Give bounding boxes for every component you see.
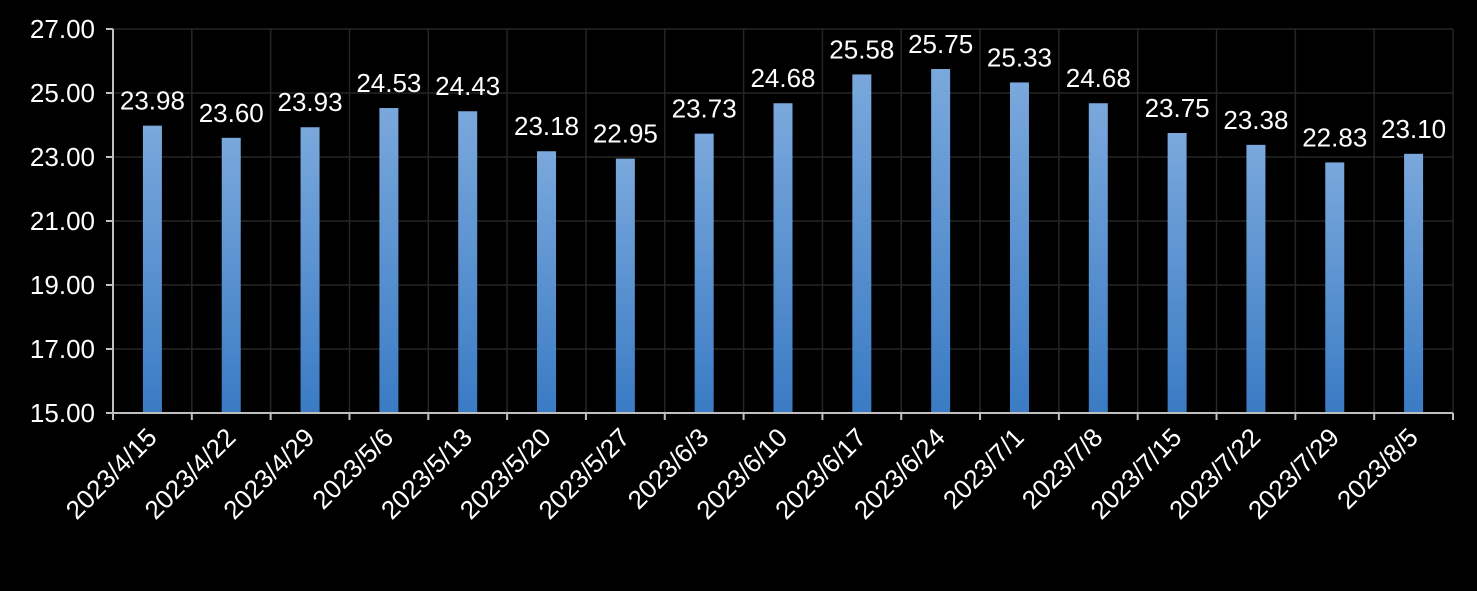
y-tick-label: 23.00 — [30, 142, 95, 172]
bar — [142, 125, 162, 413]
y-tick-label: 15.00 — [30, 398, 95, 428]
data-label: 22.95 — [593, 119, 658, 149]
data-labels: 23.98 23.60 23.93 24.53 24.43 23.18 22.95 23.73… — [120, 29, 1446, 152]
bar — [300, 127, 320, 414]
data-label: 25.58 — [829, 34, 894, 64]
y-tick-labels: 15.00 17.00 19.00 21.00 23.00 25.00 27.00 — [30, 14, 95, 428]
bar — [537, 151, 557, 414]
y-tick-label: 19.00 — [30, 270, 95, 300]
data-label: 25.75 — [908, 29, 973, 59]
data-label: 23.73 — [672, 94, 737, 124]
gridlines — [113, 28, 1454, 413]
data-label: 23.98 — [120, 86, 185, 116]
data-label: 24.43 — [435, 71, 500, 101]
data-label: 25.33 — [987, 42, 1052, 72]
bar — [931, 69, 951, 413]
bar — [1167, 133, 1187, 413]
bar — [1325, 162, 1345, 413]
x-tick-labels: 2023/4/152023/4/222023/4/292023/5/62023/… — [60, 422, 1424, 525]
bar — [1009, 82, 1029, 413]
data-label: 23.38 — [1223, 105, 1288, 135]
bars — [142, 69, 1424, 414]
bar — [852, 74, 872, 413]
bar — [1246, 144, 1266, 413]
bar — [458, 111, 478, 414]
data-label: 22.83 — [1302, 122, 1367, 152]
bar — [694, 133, 714, 413]
data-label: 24.53 — [356, 68, 421, 98]
bar — [1404, 153, 1424, 414]
bar — [221, 137, 241, 414]
data-label: 24.68 — [750, 63, 815, 93]
bar — [1088, 103, 1108, 414]
bar — [379, 108, 399, 413]
bar — [615, 158, 635, 413]
data-label: 23.18 — [514, 111, 579, 141]
data-label: 23.75 — [1145, 93, 1210, 123]
data-label: 23.60 — [199, 98, 264, 128]
x-tick-label: 2023/7/1 — [937, 422, 1030, 515]
y-tick-label: 21.00 — [30, 206, 95, 236]
axes — [106, 28, 1454, 420]
y-tick-label: 17.00 — [30, 334, 95, 364]
y-tick-label: 25.00 — [30, 78, 95, 108]
data-label: 24.68 — [1066, 63, 1131, 93]
x-tick-label: 2023/8/5 — [1331, 422, 1424, 515]
data-label: 23.10 — [1381, 114, 1446, 144]
y-tick-label: 27.00 — [30, 14, 95, 44]
data-label: 23.93 — [278, 87, 343, 117]
bar — [773, 103, 793, 414]
